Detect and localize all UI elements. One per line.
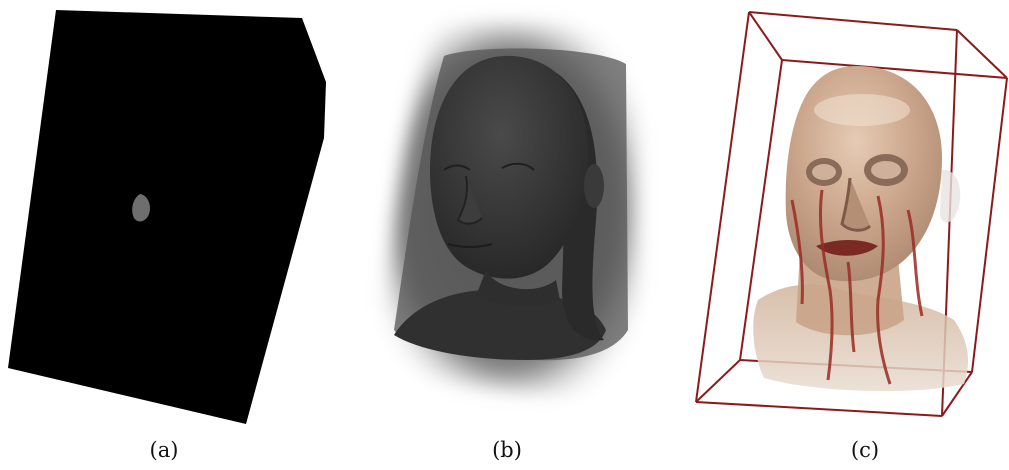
right-eye xyxy=(501,162,535,171)
nose xyxy=(840,177,872,232)
ear xyxy=(584,164,604,208)
black-volume-box xyxy=(8,10,326,424)
shoulders xyxy=(394,289,606,360)
panel-a-volume-render xyxy=(0,0,336,470)
right-eye xyxy=(871,161,901,179)
caption-c: (c) xyxy=(850,438,880,462)
mouth xyxy=(447,243,493,248)
caption-b: (b) xyxy=(492,438,522,462)
nose xyxy=(456,175,483,225)
panel-c-volume-render xyxy=(672,0,1009,470)
panel-b-image xyxy=(380,23,640,394)
panel-b-volume-render xyxy=(336,0,672,470)
blood-vessels xyxy=(790,189,924,385)
bright-blob xyxy=(132,194,150,222)
mouth xyxy=(816,240,878,256)
panel-c-image xyxy=(695,11,1008,417)
left-eye xyxy=(812,164,836,180)
panel-a-image xyxy=(8,10,326,424)
left-eye xyxy=(443,164,471,171)
forehead-highlight xyxy=(814,94,910,126)
caption-a: (a) xyxy=(149,438,179,462)
neck xyxy=(476,270,560,306)
ear xyxy=(940,169,961,223)
